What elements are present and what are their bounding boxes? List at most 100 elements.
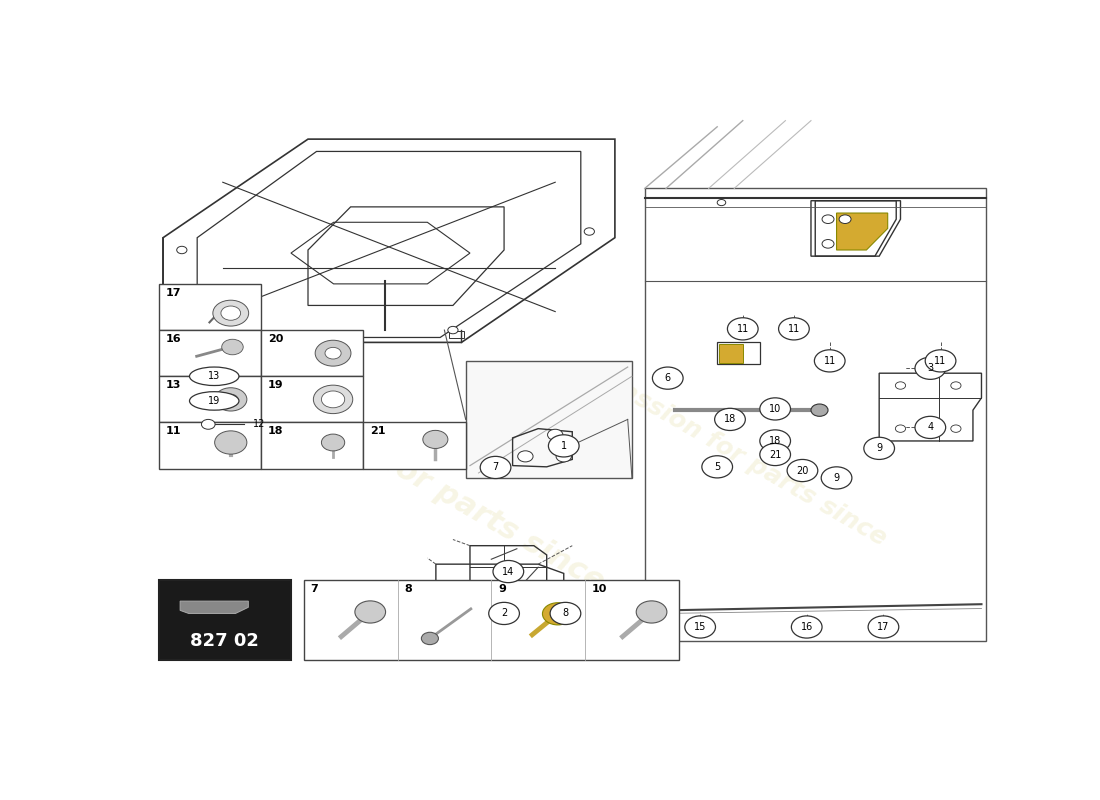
Text: 13: 13 (166, 380, 182, 390)
Circle shape (779, 318, 810, 340)
Circle shape (214, 431, 246, 454)
Circle shape (915, 416, 946, 438)
Circle shape (213, 300, 249, 326)
Text: 6: 6 (664, 373, 671, 383)
Circle shape (822, 215, 834, 223)
Circle shape (791, 463, 814, 480)
Text: 11: 11 (737, 324, 749, 334)
Text: 20: 20 (796, 466, 808, 475)
Circle shape (314, 385, 353, 414)
FancyBboxPatch shape (158, 579, 290, 660)
Text: 18: 18 (769, 436, 781, 446)
Circle shape (481, 456, 510, 478)
Circle shape (864, 438, 894, 459)
Circle shape (915, 357, 946, 379)
Circle shape (201, 419, 216, 430)
Circle shape (895, 382, 905, 390)
Circle shape (177, 246, 187, 254)
Text: 8: 8 (405, 584, 412, 594)
Circle shape (715, 408, 746, 430)
Circle shape (550, 602, 581, 625)
Text: 10: 10 (592, 584, 607, 594)
Text: 10: 10 (769, 404, 781, 414)
Circle shape (584, 228, 594, 235)
Text: 11: 11 (788, 324, 800, 334)
Circle shape (822, 239, 834, 248)
Circle shape (421, 632, 439, 645)
Circle shape (760, 398, 791, 420)
Circle shape (727, 318, 758, 340)
Text: 19: 19 (208, 396, 220, 406)
Text: 18: 18 (724, 414, 736, 424)
Circle shape (177, 326, 187, 334)
Circle shape (557, 451, 571, 462)
FancyBboxPatch shape (261, 330, 363, 376)
Circle shape (636, 601, 667, 623)
Circle shape (221, 306, 241, 320)
Text: 15: 15 (694, 622, 706, 632)
Circle shape (652, 367, 683, 390)
Text: 5: 5 (714, 462, 720, 472)
Ellipse shape (189, 392, 239, 410)
Circle shape (760, 430, 791, 452)
Text: 13: 13 (208, 371, 220, 382)
FancyBboxPatch shape (304, 579, 679, 660)
Text: 21: 21 (371, 426, 386, 436)
Circle shape (222, 339, 243, 354)
Text: 21: 21 (769, 450, 781, 459)
Text: 12: 12 (253, 419, 265, 430)
Circle shape (422, 430, 448, 449)
Circle shape (448, 326, 458, 334)
Text: 20: 20 (268, 334, 284, 344)
Text: 11: 11 (934, 356, 947, 366)
Text: 16: 16 (166, 334, 182, 344)
Circle shape (204, 397, 211, 402)
FancyBboxPatch shape (158, 422, 261, 469)
Text: 3: 3 (927, 363, 934, 374)
Text: 18: 18 (268, 426, 284, 436)
Circle shape (839, 215, 851, 223)
Circle shape (717, 199, 726, 206)
Circle shape (660, 606, 672, 614)
Circle shape (223, 394, 238, 405)
Circle shape (791, 616, 822, 638)
Text: 4: 4 (927, 422, 934, 433)
Circle shape (950, 425, 961, 432)
Text: 9: 9 (876, 443, 882, 454)
Circle shape (685, 616, 715, 638)
Text: 827 02: 827 02 (190, 632, 260, 650)
Circle shape (549, 434, 579, 457)
Circle shape (493, 561, 524, 582)
FancyBboxPatch shape (465, 361, 631, 478)
Text: 11: 11 (166, 426, 182, 436)
Text: 17: 17 (166, 287, 182, 298)
Circle shape (811, 404, 828, 416)
Text: 14: 14 (503, 566, 515, 577)
FancyBboxPatch shape (158, 284, 261, 330)
Circle shape (355, 601, 386, 623)
Text: 8: 8 (562, 609, 569, 618)
Polygon shape (180, 601, 249, 614)
Circle shape (925, 350, 956, 372)
Circle shape (316, 340, 351, 366)
Circle shape (488, 602, 519, 625)
FancyBboxPatch shape (158, 376, 261, 422)
Text: 19: 19 (268, 380, 284, 390)
FancyBboxPatch shape (363, 422, 465, 469)
Text: 9: 9 (498, 584, 506, 594)
Text: 16: 16 (801, 622, 813, 632)
Polygon shape (719, 344, 742, 362)
Text: 9: 9 (834, 473, 839, 483)
Circle shape (822, 467, 851, 489)
Text: 1: 1 (561, 441, 566, 451)
Circle shape (868, 616, 899, 638)
Text: 11: 11 (824, 356, 836, 366)
Text: 7: 7 (310, 584, 318, 594)
Text: a passion for parts since: a passion for parts since (228, 359, 609, 597)
Circle shape (321, 434, 344, 451)
Circle shape (518, 451, 534, 462)
Text: 17: 17 (878, 622, 890, 632)
Circle shape (788, 459, 817, 482)
FancyBboxPatch shape (261, 422, 363, 469)
Circle shape (825, 470, 848, 486)
